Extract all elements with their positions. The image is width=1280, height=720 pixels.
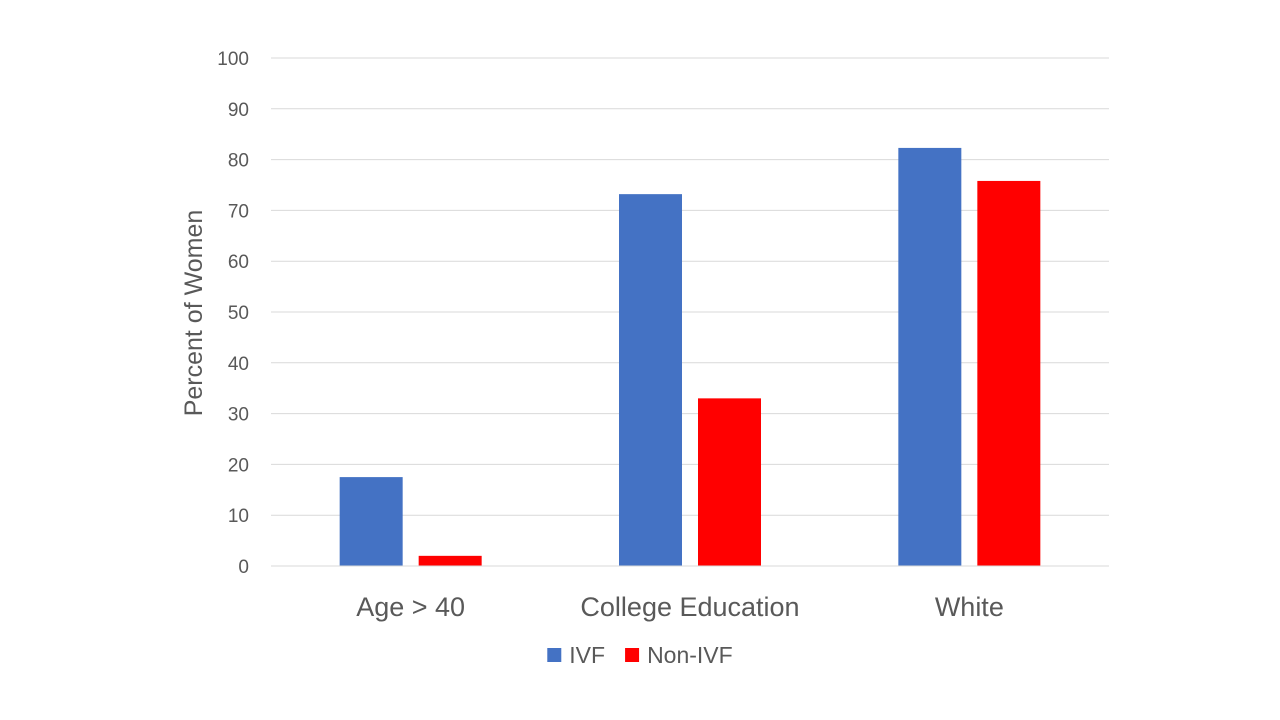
y-tick-label: 0 <box>238 557 249 578</box>
gridlines <box>271 57 1109 516</box>
y-tick-label: 60 <box>228 252 249 273</box>
x-tick-label: Age > 40 <box>356 592 465 622</box>
y-tick-label: 20 <box>228 455 249 476</box>
x-tick-label: White <box>935 592 1004 622</box>
bar-ivf <box>619 194 682 567</box>
legend-label: IVF <box>569 642 605 668</box>
y-tick-label: 30 <box>228 405 249 426</box>
y-tick-label: 40 <box>228 354 249 375</box>
y-tick-label: 10 <box>228 506 249 527</box>
y-axis-ticks: 0 10 20 30 40 50 60 70 80 90 100 <box>217 49 249 578</box>
y-tick-label: 70 <box>228 201 249 222</box>
legend: IVF Non-IVF <box>547 642 733 668</box>
x-tick-label: College Education <box>580 592 799 622</box>
y-tick-label: 90 <box>228 100 249 121</box>
bar-non-ivf <box>418 555 482 566</box>
bar-non-ivf <box>698 398 761 566</box>
y-tick-label: 80 <box>228 151 249 172</box>
bars <box>339 147 1041 567</box>
y-tick-label: 100 <box>217 49 249 70</box>
x-axis-ticks: Age > 40 College Education White <box>356 592 1004 622</box>
legend-swatch <box>625 648 640 662</box>
legend-label: Non-IVF <box>647 642 733 668</box>
y-axis-label: Percent of Women <box>180 210 208 417</box>
bar-non-ivf <box>977 180 1041 566</box>
bar-ivf <box>339 477 403 566</box>
y-tick-label: 50 <box>228 303 249 324</box>
bar-ivf <box>898 147 962 566</box>
legend-swatch <box>547 648 562 662</box>
